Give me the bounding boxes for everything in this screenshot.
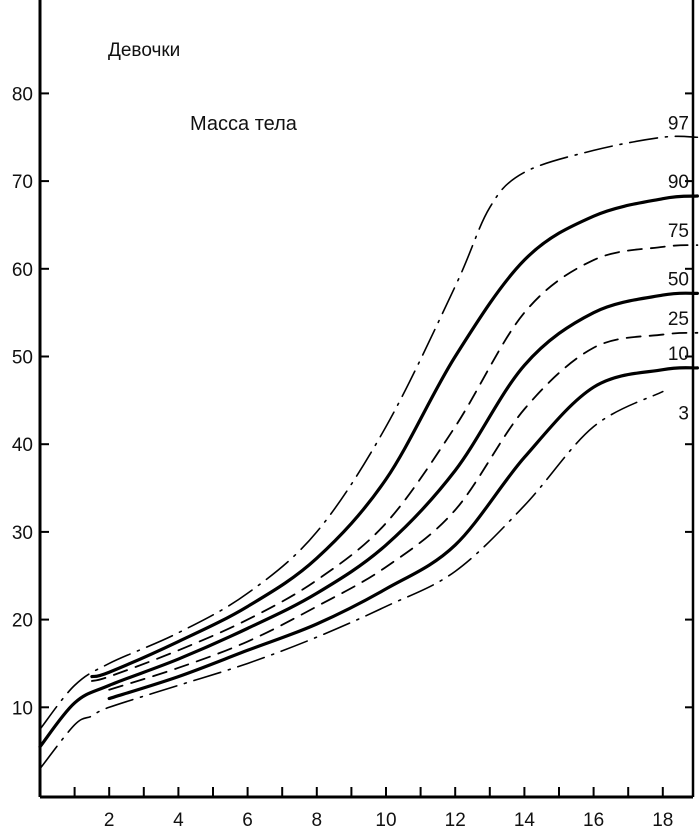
x-tick-label: 14 — [514, 810, 536, 831]
x-tick-label: 6 — [242, 810, 253, 831]
x-tick-label: 4 — [173, 810, 184, 831]
y-tick-label: 50 — [12, 348, 33, 369]
y-tick-label: 40 — [12, 435, 33, 456]
y-tick-label: 80 — [12, 84, 33, 105]
percentile-label-3: 3 — [678, 404, 689, 425]
chart-title: Девочки — [108, 40, 180, 61]
percentile-curve-97 — [39, 135, 699, 731]
percentile-label-10: 10 — [668, 344, 689, 365]
percentile-label-90: 90 — [668, 172, 689, 193]
percentile-curve-3 — [39, 390, 664, 770]
x-tick-label: 10 — [375, 810, 396, 831]
y-tick-label: 70 — [12, 172, 33, 193]
y-tick-label: 60 — [12, 260, 33, 281]
x-tick-label: 8 — [312, 810, 323, 831]
percentile-curve-50 — [38, 291, 699, 749]
y-tick-label: 30 — [12, 523, 33, 544]
percentile-label-25: 25 — [668, 309, 689, 330]
percentile-label-97: 97 — [668, 113, 689, 134]
percentile-label-75: 75 — [668, 221, 689, 242]
percentile-curve-25 — [108, 331, 699, 691]
x-tick-label: 16 — [583, 810, 604, 831]
x-tick-label: 18 — [652, 810, 673, 831]
x-tick-label: 2 — [104, 810, 115, 831]
y-tick-label: 20 — [12, 611, 33, 632]
y-tick-label: 10 — [12, 698, 33, 719]
percentile-curve-10 — [107, 366, 699, 701]
x-tick-label: 12 — [445, 810, 466, 831]
chart-subtitle: Масса тела — [190, 113, 298, 135]
percentile-label-50: 50 — [668, 269, 689, 290]
percentile-curve-75 — [91, 244, 699, 682]
percentile-curve-90 — [90, 194, 699, 679]
